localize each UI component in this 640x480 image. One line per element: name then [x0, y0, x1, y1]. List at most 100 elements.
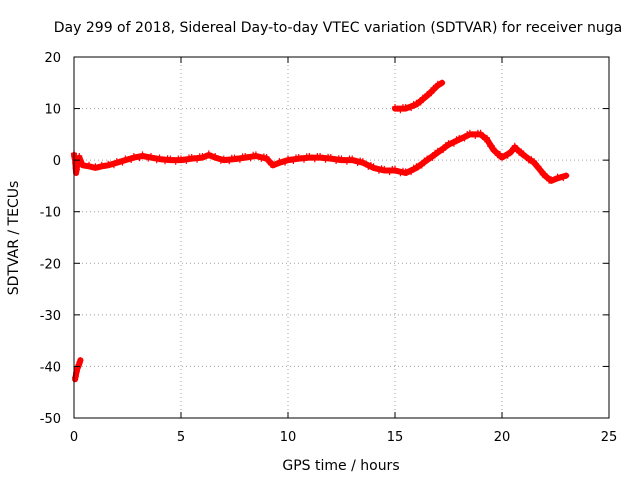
chart-title: Day 299 of 2018, Sidereal Day-to-day VTE… — [54, 20, 622, 36]
data-point — [223, 156, 230, 163]
data-point — [79, 160, 86, 167]
data-point — [520, 150, 527, 157]
data-point — [73, 166, 80, 173]
data-point — [231, 154, 238, 161]
data-point — [418, 162, 425, 169]
data-point — [290, 158, 297, 164]
data-point — [541, 171, 548, 177]
data-point — [472, 133, 479, 139]
data-point — [557, 174, 564, 181]
data-point — [172, 158, 179, 165]
data-point — [226, 158, 233, 165]
data-point — [110, 162, 117, 169]
data-point — [128, 157, 135, 163]
data-point — [492, 148, 499, 155]
series-segment — [392, 79, 446, 112]
data-point — [453, 136, 460, 143]
y-tick-label: -10 — [40, 206, 61, 221]
data-point — [125, 156, 132, 163]
data-point — [285, 155, 291, 162]
data-point — [77, 357, 84, 364]
y-tick-label: -50 — [40, 412, 61, 427]
data-point — [410, 164, 417, 171]
data-point — [153, 157, 160, 164]
data-point — [461, 135, 468, 142]
data-point — [287, 156, 294, 163]
data-point — [525, 157, 532, 164]
data-point — [89, 164, 96, 171]
data-point — [408, 169, 415, 176]
data-point — [408, 105, 415, 112]
data-point — [301, 156, 307, 163]
data-point — [410, 100, 417, 107]
data-point — [477, 129, 484, 136]
data-point — [417, 99, 424, 106]
data-point — [311, 156, 318, 163]
data-point — [386, 169, 393, 176]
y-tick-label: 20 — [44, 51, 61, 66]
x-tick-label: 20 — [494, 430, 511, 445]
data-point — [479, 133, 486, 140]
data-point — [450, 140, 457, 147]
x-tick-label: 25 — [601, 430, 618, 445]
data-point — [514, 146, 520, 153]
data-point — [523, 153, 530, 160]
x-tick-label: 10 — [280, 430, 297, 445]
data-point — [130, 153, 137, 159]
y-tick-label: -20 — [40, 257, 61, 272]
data-point — [333, 158, 340, 164]
data-point — [276, 158, 283, 165]
data-point — [76, 153, 83, 159]
data-point — [554, 173, 561, 180]
data-point — [439, 79, 446, 86]
data-point — [122, 155, 129, 162]
data-point — [265, 157, 272, 164]
x-axis-title: GPS time / hours — [282, 458, 399, 474]
data-point — [116, 158, 123, 165]
data-point — [183, 158, 190, 164]
data-point — [531, 158, 538, 165]
data-point — [113, 158, 120, 165]
data-point — [247, 155, 254, 162]
data-point — [397, 107, 404, 114]
y-axis-title: SDTVAR / TECUs — [6, 181, 22, 296]
data-point — [359, 158, 366, 165]
data-point — [504, 152, 511, 159]
data-point — [92, 163, 99, 170]
data-point — [422, 94, 428, 101]
x-tick-label: 5 — [177, 430, 185, 445]
data-point — [105, 160, 112, 167]
data-point — [551, 176, 558, 183]
data-point — [535, 163, 542, 170]
data-point — [178, 155, 184, 162]
data-point — [563, 172, 570, 179]
data-point — [440, 147, 447, 154]
data-point — [511, 142, 518, 149]
data-point — [188, 154, 195, 160]
data-point — [95, 164, 102, 171]
data-point — [295, 154, 302, 160]
data-point — [367, 162, 374, 168]
data-point — [133, 154, 140, 160]
data-point — [86, 161, 92, 168]
x-tick-label: 15 — [387, 430, 404, 445]
data-point — [236, 156, 243, 163]
data-point — [429, 154, 436, 161]
data-point — [102, 162, 108, 169]
data-point — [484, 134, 490, 141]
data-point — [343, 158, 350, 165]
data-point — [205, 150, 212, 157]
data-point — [282, 159, 289, 166]
data-point — [279, 158, 286, 165]
data-point — [202, 153, 209, 160]
y-tick-label: -30 — [40, 309, 61, 324]
data-point — [244, 154, 251, 161]
data-point — [242, 153, 249, 159]
data-point — [378, 165, 385, 172]
data-point — [432, 84, 439, 91]
data-point — [490, 145, 497, 152]
grid — [74, 57, 609, 418]
data-point — [428, 90, 435, 97]
data-point — [98, 161, 105, 168]
